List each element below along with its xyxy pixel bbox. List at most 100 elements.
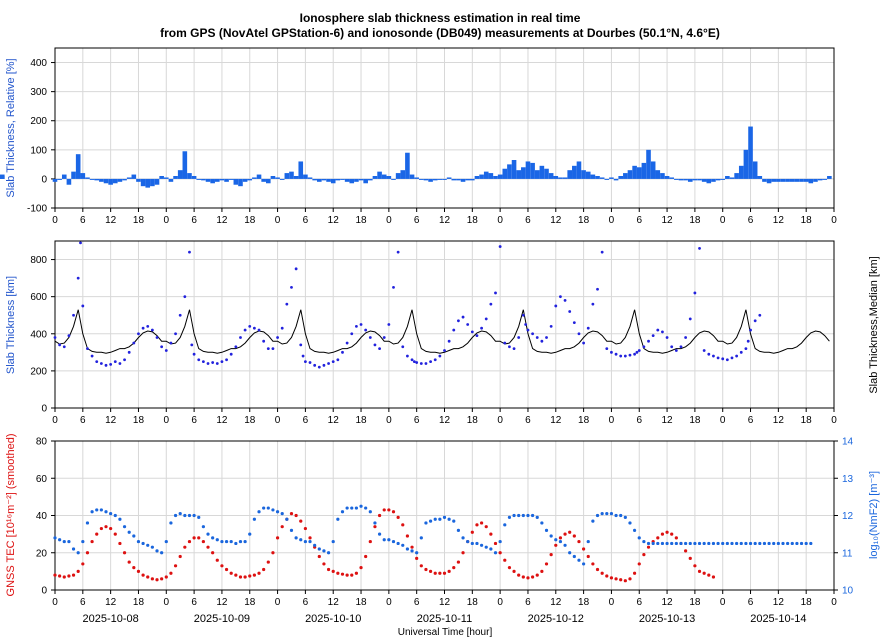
slab-dot [758, 313, 762, 317]
relative-bar [507, 164, 512, 179]
tec-dot [498, 551, 502, 555]
relative-bar [330, 178, 336, 184]
relative-bar [66, 178, 72, 185]
tec-dot [303, 526, 307, 531]
nmf2-dot [313, 543, 317, 547]
relative-bar [799, 178, 804, 182]
relative-bar [317, 178, 322, 182]
nmf2-dot [656, 541, 660, 546]
tec-xtick-label: 0 [52, 597, 58, 608]
slab-dot [86, 347, 89, 351]
tec-dot [262, 567, 266, 572]
tec-dot [452, 566, 456, 570]
tec-dot [688, 556, 692, 560]
slab-dot [443, 349, 446, 352]
nmf2-dot [795, 541, 799, 546]
relative-frame [54, 47, 835, 209]
tec-dot [150, 577, 154, 581]
slab-dot [118, 362, 122, 365]
nmf2-dot [558, 539, 563, 544]
tec-xtick-label: 0 [609, 597, 615, 608]
relative-bar [752, 161, 758, 179]
relative-bar [112, 178, 118, 184]
slab-dot [651, 334, 655, 338]
absolute-xtick-label: 12 [439, 415, 451, 426]
slab-dot [299, 343, 303, 347]
tec-dot [591, 562, 595, 566]
nmf2-dot [730, 541, 734, 546]
date-labels: 2025-10-08 2025-10-09 2025-10-10 2025-10-11… [83, 613, 807, 625]
nmf2-dot [405, 547, 410, 551]
slab-dot [90, 354, 94, 358]
relative-bar [307, 177, 313, 179]
slab-dot [146, 324, 150, 328]
nmf2-dot [637, 536, 641, 540]
tec-dot [595, 567, 600, 572]
nmf2-dot [762, 541, 767, 546]
tec-dot [549, 553, 553, 557]
tec-dot [359, 566, 363, 570]
tec-dot [340, 572, 345, 576]
tec-dot [702, 571, 706, 575]
nmf2-dot [368, 510, 372, 514]
absolute-xtick-label: 12 [662, 415, 674, 426]
relative-bar [363, 178, 368, 184]
relative-bar [785, 178, 790, 182]
absolute-xtick-label: 18 [133, 415, 145, 426]
nmf2-dot [252, 517, 256, 521]
slab-dot [447, 339, 451, 343]
nmf2-dot [716, 541, 720, 546]
tec-dot [132, 566, 136, 570]
tec-dot [85, 551, 90, 555]
slab-dot [220, 360, 224, 364]
nmf2-dot [517, 513, 521, 518]
relative-bar [89, 178, 95, 180]
relative-bar [432, 178, 438, 181]
slab-dot [412, 360, 416, 364]
tec-dot [164, 575, 168, 579]
nmf2-dot [238, 539, 243, 544]
relative-bar [604, 178, 610, 180]
slab-dot [725, 358, 729, 362]
tec-dot [646, 545, 651, 549]
relative-bar [497, 174, 503, 179]
tec-dot [275, 536, 280, 540]
title-line-2: from GPS (NovAtel GPStation-6) and ionos… [160, 26, 720, 40]
slab-dot [582, 341, 586, 345]
tec-dot [707, 573, 711, 577]
nmf2-dot [753, 541, 757, 546]
nmf2-ytick-label: 11 [842, 548, 853, 559]
nmf2-dot [345, 506, 349, 510]
relative-bar [548, 173, 554, 179]
slab-dot [354, 324, 358, 328]
nmf2-dot [76, 551, 80, 555]
median-line [54, 309, 830, 354]
relative-bar [743, 149, 749, 179]
nmf2-dot [173, 513, 178, 518]
nmf2-dot [322, 549, 326, 553]
tec-dot [568, 530, 572, 534]
tec-ytick-label: 20 [36, 548, 48, 559]
tec-dot [563, 532, 567, 536]
relative-bar [284, 173, 290, 179]
relative-bar [131, 174, 137, 179]
nmf2-dot [609, 512, 614, 516]
tec-xtick-label: 12 [550, 597, 562, 608]
slab-dot [521, 313, 525, 317]
tec-xtick-label: 12 [773, 597, 785, 608]
nmf2-dot [521, 513, 525, 518]
tec-dot [544, 562, 549, 566]
tec-dot [178, 554, 182, 559]
relative-bar [437, 178, 443, 180]
relative-ytick-label: 100 [30, 145, 47, 156]
absolute-xtick-label: 18 [689, 415, 701, 426]
relative-xtick-label: 12 [439, 215, 451, 226]
slab-dot [623, 354, 627, 358]
slab-dot [746, 339, 750, 343]
nmf2-dot [531, 513, 535, 518]
nmf2-dot [303, 539, 307, 544]
tec-dot [577, 539, 581, 544]
slab-dot [290, 285, 293, 289]
relative-xtick-label: 6 [525, 215, 531, 226]
relative-bar [627, 170, 633, 179]
